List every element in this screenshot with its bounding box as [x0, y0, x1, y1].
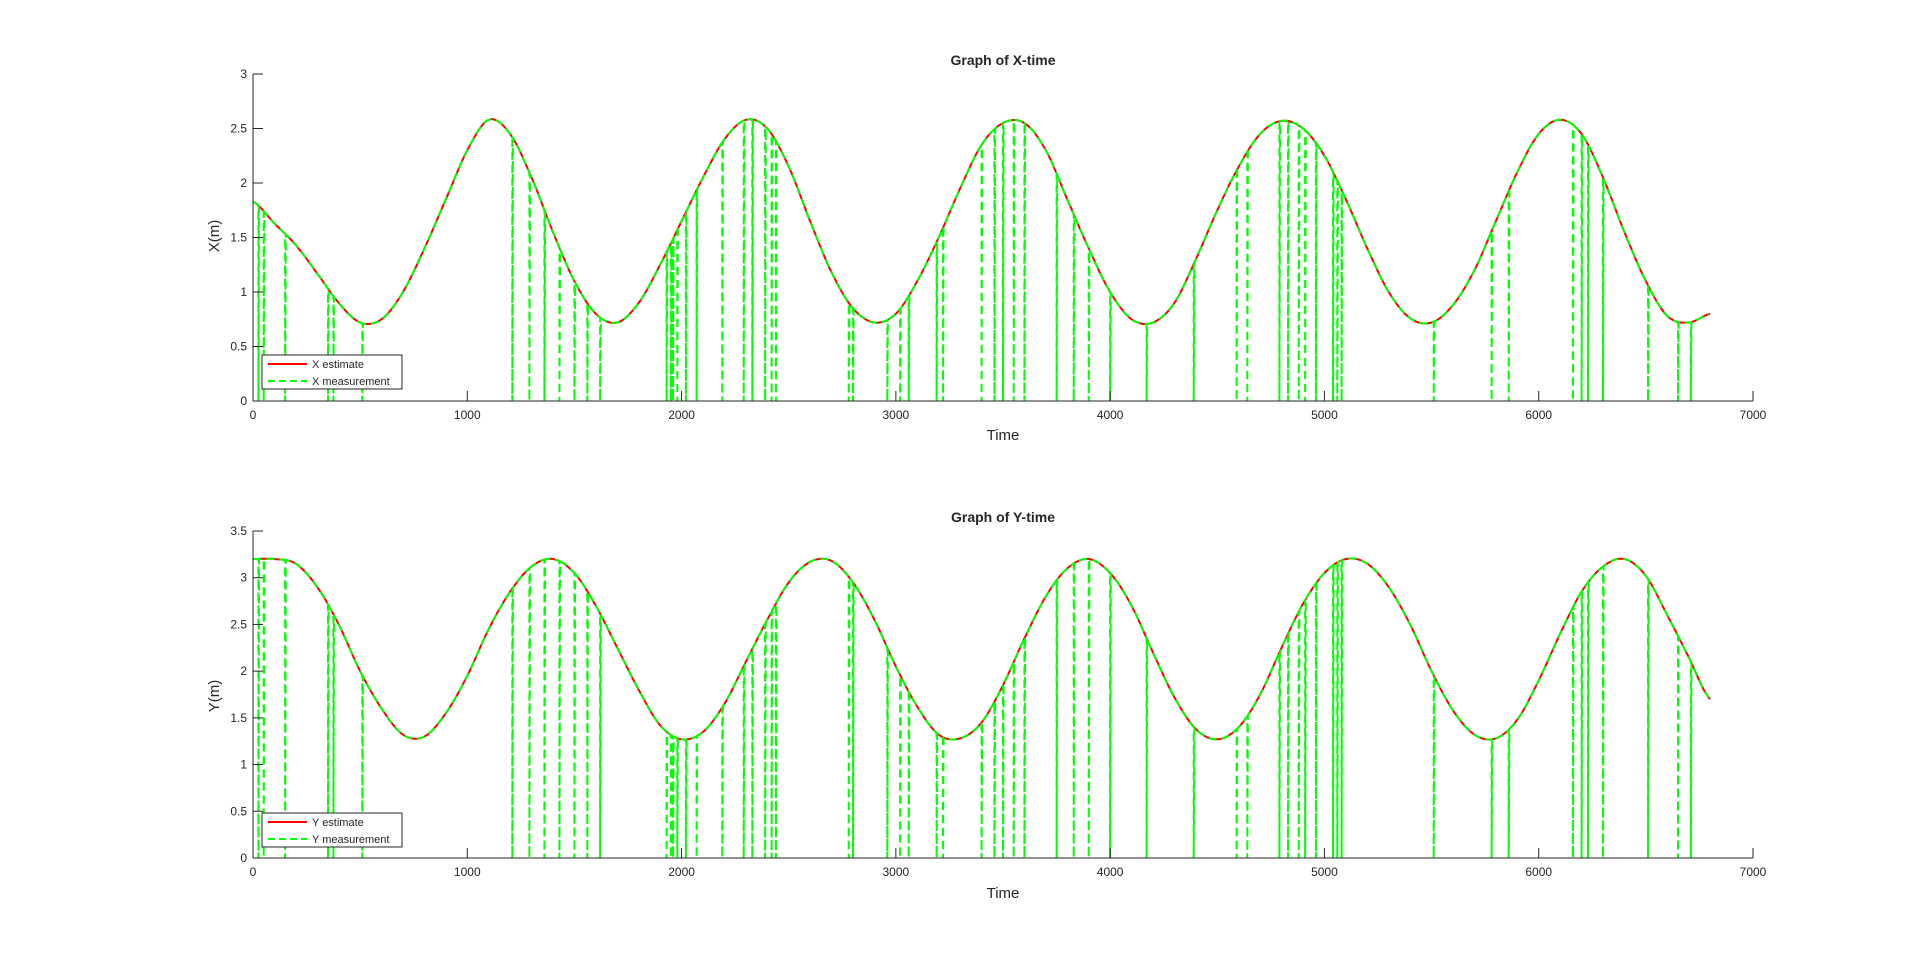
- x-tick-label: 6000: [1525, 865, 1552, 879]
- x-tick-label: 4000: [1097, 408, 1124, 422]
- x-tick-label: 1000: [454, 408, 481, 422]
- y-tick-label: 3.5: [230, 524, 247, 538]
- y-tick-label: 2: [240, 664, 247, 678]
- y-tick-label: 1: [240, 758, 247, 772]
- y-axis-label: X(m): [206, 220, 223, 253]
- ticks-layer: 0 1000 2000 3000 4000 5000 6000 7000 0 0.5 1 1.5 2 2.…: [230, 524, 1766, 879]
- x-axis-label: Time: [987, 427, 1020, 444]
- y-time-chart: Graph of Y-time Time Y(m) 0 1000 2000 3000 4…: [206, 509, 1767, 902]
- y-tick-label: 1.5: [230, 231, 247, 245]
- x-tick-label: 6000: [1525, 408, 1552, 422]
- y-tick-label: 3: [240, 67, 247, 81]
- y-axis-label: Y(m): [206, 680, 223, 713]
- x-tick-label: 5000: [1311, 865, 1338, 879]
- y-tick-label: 0.5: [230, 340, 247, 354]
- y-tick-label: 2: [240, 176, 247, 190]
- legend-box: [261, 812, 403, 848]
- x-tick-label: 4000: [1097, 865, 1124, 879]
- legend-box: [261, 354, 403, 390]
- y-tick-label: 2.5: [230, 122, 247, 136]
- x-tick-label: 3000: [883, 865, 910, 879]
- y-tick-label: 3: [240, 571, 247, 585]
- legend-label-x-estimate: X estimate: [312, 359, 364, 371]
- chart-title: Graph of Y-time: [951, 509, 1055, 525]
- legend: Y estimate Y measurement: [261, 812, 403, 848]
- y-tick-label: 1: [240, 285, 247, 299]
- x-tick-label: 2000: [668, 865, 695, 879]
- series-layer: [252, 118, 1711, 402]
- x-tick-label: 7000: [1740, 408, 1767, 422]
- x-tick-label: 0: [250, 865, 257, 879]
- ticks-layer: 0 1000 2000 3000 4000 5000 6000 7000 0 0.5 1 1.5 2 2.…: [230, 67, 1766, 422]
- y-tick-label: 1.5: [230, 711, 247, 725]
- x-tick-label: 0: [250, 408, 257, 422]
- legend-label-y-measurement: Y measurement: [312, 834, 389, 846]
- x-axis-label: Time: [987, 885, 1020, 902]
- chart-title: Graph of X-time: [950, 52, 1055, 68]
- x-tick-label: 1000: [454, 865, 481, 879]
- series-line-measurement: [252, 118, 1709, 402]
- legend-label-y-estimate: Y estimate: [312, 817, 364, 829]
- y-tick-label: 0.5: [230, 804, 247, 818]
- x-tick-label: 3000: [883, 408, 910, 422]
- x-tick-label: 2000: [668, 408, 695, 422]
- y-tick-label: 0: [240, 394, 247, 408]
- legend-label-x-measurement: X measurement: [312, 376, 390, 388]
- y-tick-label: 0: [240, 851, 247, 865]
- axes-layer: [252, 531, 1753, 859]
- legend: X estimate X measurement: [261, 354, 403, 390]
- x-tick-label: 7000: [1740, 865, 1767, 879]
- x-tick-label: 5000: [1311, 408, 1338, 422]
- series-layer: [253, 557, 1711, 859]
- series-line-measurement: [253, 557, 1710, 859]
- x-time-chart: Graph of X-time Time X(m) 0 1000 2000 3000 4…: [206, 52, 1767, 444]
- y-tick-label: 2.5: [230, 617, 247, 631]
